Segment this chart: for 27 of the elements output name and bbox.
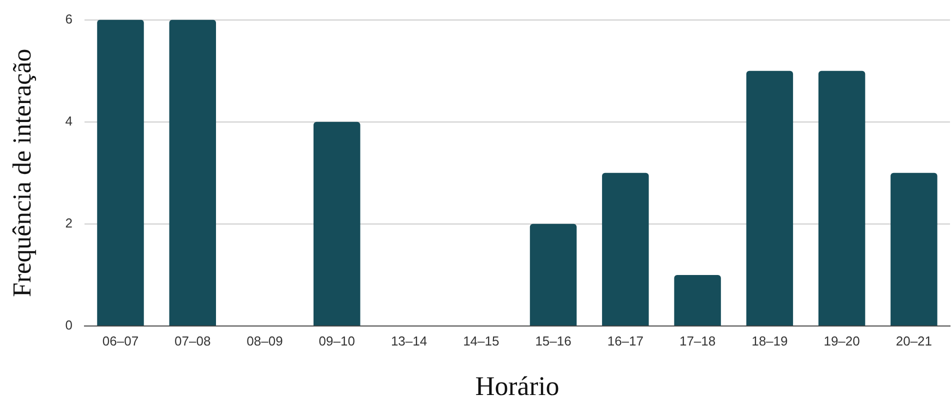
bar [314,122,360,326]
y-tick-label: 6 [65,11,72,26]
y-tick-label: 2 [65,216,72,231]
y-axis-title: Frequência de interação [7,48,36,298]
bar [602,172,649,326]
bar [530,224,577,326]
x-tick-label: 18–19 [752,333,788,348]
x-tick-label: 06–07 [102,333,139,348]
y-tick-label: 0 [65,318,72,333]
bar [97,20,144,326]
x-tick-label: 15–16 [535,333,572,348]
y-tick-label: 4 [65,113,72,128]
bar [746,70,794,326]
x-tick-label: 19–20 [824,333,860,348]
bar [818,70,866,326]
bar [169,20,216,326]
x-axis-title: Horário [475,370,560,401]
bar [674,274,721,326]
x-tick-label: 14–15 [463,333,500,348]
x-tick-label: 07–08 [174,333,211,348]
bar [890,172,938,326]
x-tick-label: 08–09 [246,333,283,348]
x-tick-label: 09–10 [318,333,355,348]
x-tick-label: 17–18 [679,333,716,348]
x-tick-label: 16–17 [607,333,644,348]
x-tick-label: 20–21 [896,333,932,348]
x-tick-label: 13–14 [390,333,428,348]
